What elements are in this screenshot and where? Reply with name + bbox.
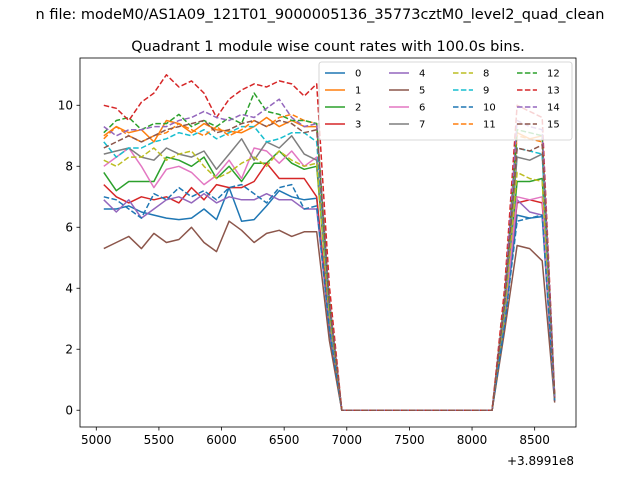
y-tick-label: 6 — [65, 221, 73, 235]
series-line-6 — [103, 147, 556, 411]
series-line-13 — [103, 74, 556, 411]
x-tick-label: 8500 — [519, 433, 550, 447]
legend-label-13: 13 — [547, 86, 560, 97]
x-tick-label: 5500 — [144, 433, 175, 447]
legend-label-4: 4 — [419, 69, 425, 80]
x-tick-label: 7000 — [332, 433, 363, 447]
legend-label-3: 3 — [355, 120, 361, 131]
y-tick-label: 0 — [65, 404, 73, 418]
series-line-12 — [103, 92, 556, 411]
legend-label-7: 7 — [419, 120, 425, 131]
axes-frame — [79, 57, 577, 428]
x-tick-label: 8000 — [457, 433, 488, 447]
x-tick-label: 5000 — [81, 433, 112, 447]
legend-label-10: 10 — [483, 103, 496, 114]
legend-box — [318, 61, 573, 141]
figure-suptitle: n file: modeM0/AS1A09_121T01_9000005136_… — [36, 7, 605, 23]
series-line-8 — [103, 147, 556, 411]
series-lines — [103, 74, 556, 411]
series-line-1 — [103, 116, 556, 411]
legend-label-1: 1 — [355, 86, 361, 97]
legend-label-14: 14 — [547, 103, 560, 114]
y-tick-label: 8 — [65, 160, 73, 174]
x-tick-label: 6000 — [206, 433, 237, 447]
legend-label-8: 8 — [483, 69, 489, 80]
series-line-15 — [103, 119, 556, 411]
x-tick-label: 7500 — [394, 433, 425, 447]
legend-label-15: 15 — [547, 120, 560, 131]
y-tick-label: 4 — [65, 282, 73, 296]
series-line-3 — [103, 162, 556, 411]
legend-label-11: 11 — [483, 120, 496, 131]
series-line-9 — [103, 125, 556, 411]
legend-label-0: 0 — [355, 69, 361, 80]
legend-label-2: 2 — [355, 103, 361, 114]
x-tick-label: 6500 — [269, 433, 300, 447]
legend-label-6: 6 — [419, 103, 425, 114]
x-offset-label: +3.8991e8 — [507, 454, 574, 468]
chart-title: Quadrant 1 module wise count rates with … — [131, 39, 525, 55]
legend-label-12: 12 — [547, 69, 560, 80]
legend-label-9: 9 — [483, 86, 489, 97]
legend-label-5: 5 — [419, 86, 425, 97]
y-tick-label: 10 — [58, 99, 73, 113]
plot-area: 5000 5500 6000 6500 7000 7500 8000 8500 0 2 4 6 8 10 0… — [58, 57, 577, 447]
y-tick-label: 2 — [65, 343, 73, 357]
series-line-14 — [103, 98, 556, 411]
